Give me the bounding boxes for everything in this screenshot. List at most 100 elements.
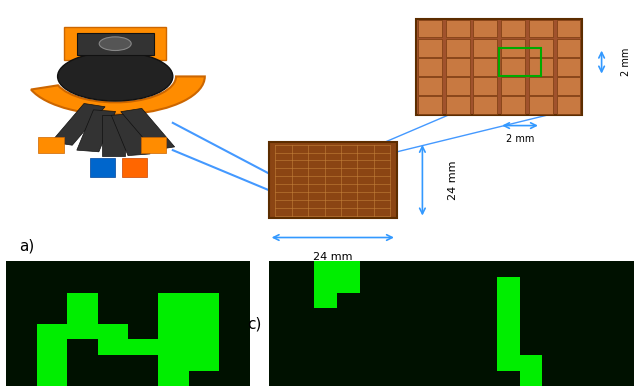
Bar bbox=[428, 308, 451, 324]
Bar bbox=[451, 339, 474, 355]
Bar bbox=[6, 292, 37, 308]
Bar bbox=[501, 96, 525, 114]
Bar bbox=[360, 370, 383, 386]
Bar bbox=[360, 355, 383, 370]
Bar bbox=[128, 355, 159, 370]
Bar bbox=[219, 277, 250, 292]
Bar bbox=[269, 324, 292, 339]
Bar bbox=[98, 308, 128, 324]
Bar bbox=[128, 277, 159, 292]
Bar bbox=[445, 58, 470, 76]
Bar bbox=[520, 292, 543, 308]
Bar bbox=[529, 20, 553, 37]
Bar bbox=[543, 261, 565, 277]
Bar bbox=[159, 261, 189, 277]
Bar bbox=[360, 324, 383, 339]
Bar bbox=[38, 136, 64, 153]
Bar bbox=[219, 339, 250, 355]
Bar bbox=[474, 58, 497, 76]
Bar bbox=[292, 277, 314, 292]
Bar bbox=[611, 277, 634, 292]
Bar bbox=[337, 339, 360, 355]
Bar bbox=[141, 136, 166, 153]
Bar bbox=[189, 370, 219, 386]
Bar bbox=[77, 33, 154, 55]
Bar bbox=[159, 355, 189, 370]
Bar bbox=[497, 355, 520, 370]
Bar bbox=[565, 339, 588, 355]
Bar bbox=[189, 339, 219, 355]
Bar bbox=[337, 292, 360, 308]
Bar bbox=[520, 261, 543, 277]
Bar bbox=[6, 370, 37, 386]
Bar bbox=[314, 261, 337, 277]
Bar bbox=[406, 324, 428, 339]
Bar bbox=[501, 77, 525, 95]
Bar bbox=[529, 96, 553, 114]
Bar bbox=[428, 324, 451, 339]
Bar bbox=[611, 339, 634, 355]
Text: a): a) bbox=[19, 238, 35, 253]
Bar bbox=[6, 324, 37, 339]
Bar bbox=[501, 58, 525, 76]
Bar bbox=[37, 261, 67, 277]
Bar bbox=[543, 370, 565, 386]
Bar bbox=[67, 324, 98, 339]
Bar bbox=[565, 308, 588, 324]
Bar bbox=[497, 261, 520, 277]
Bar bbox=[337, 261, 360, 277]
Bar bbox=[418, 77, 442, 95]
Text: c): c) bbox=[247, 316, 262, 331]
Bar bbox=[37, 324, 67, 339]
Bar bbox=[445, 96, 470, 114]
Bar bbox=[406, 261, 428, 277]
Bar bbox=[611, 292, 634, 308]
Bar bbox=[474, 308, 497, 324]
Bar bbox=[588, 339, 611, 355]
Bar bbox=[588, 292, 611, 308]
Bar bbox=[499, 48, 541, 76]
Bar bbox=[98, 355, 128, 370]
Bar bbox=[314, 324, 337, 339]
Bar bbox=[474, 277, 497, 292]
Bar bbox=[565, 355, 588, 370]
Bar bbox=[406, 277, 428, 292]
Bar bbox=[67, 277, 98, 292]
Bar bbox=[451, 292, 474, 308]
Bar bbox=[67, 355, 98, 370]
Bar bbox=[314, 370, 337, 386]
Bar bbox=[428, 292, 451, 308]
Bar bbox=[121, 108, 175, 150]
Bar bbox=[337, 308, 360, 324]
Circle shape bbox=[99, 37, 131, 50]
Bar bbox=[219, 324, 250, 339]
Bar bbox=[428, 339, 451, 355]
Bar bbox=[292, 339, 314, 355]
Bar bbox=[520, 339, 543, 355]
Bar bbox=[445, 20, 470, 37]
Bar bbox=[77, 110, 116, 152]
Text: 2 mm: 2 mm bbox=[506, 134, 534, 144]
Bar bbox=[543, 308, 565, 324]
Bar bbox=[159, 370, 189, 386]
Bar bbox=[98, 339, 128, 355]
Bar bbox=[520, 277, 543, 292]
Bar bbox=[64, 27, 166, 60]
Bar bbox=[292, 292, 314, 308]
Bar bbox=[474, 324, 497, 339]
Bar bbox=[269, 261, 292, 277]
Bar bbox=[122, 158, 147, 177]
Bar bbox=[98, 370, 128, 386]
Bar bbox=[67, 339, 98, 355]
Bar bbox=[543, 277, 565, 292]
Bar bbox=[611, 261, 634, 277]
Bar bbox=[406, 355, 428, 370]
Bar bbox=[337, 277, 360, 292]
Bar bbox=[292, 261, 314, 277]
Bar bbox=[189, 324, 219, 339]
Bar bbox=[314, 339, 337, 355]
Bar bbox=[6, 308, 37, 324]
Bar bbox=[557, 58, 580, 76]
Bar bbox=[189, 308, 219, 324]
Bar bbox=[418, 58, 442, 76]
